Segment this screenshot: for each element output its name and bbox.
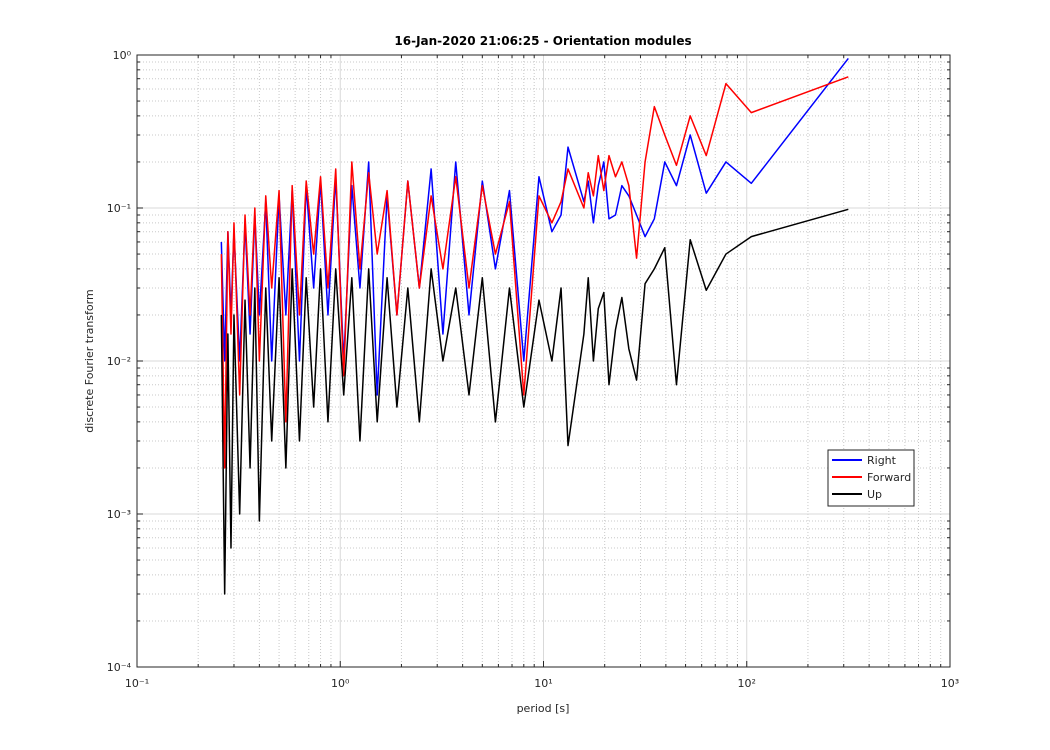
legend-label: Up xyxy=(867,488,882,501)
y-tick-label: 10⁰ xyxy=(113,49,132,62)
y-tick-label: 10⁻¹ xyxy=(107,202,131,215)
legend: Right Forward Up xyxy=(827,449,915,507)
grid xyxy=(136,54,951,668)
lines xyxy=(220,57,849,595)
y-tick-label: 10⁻³ xyxy=(107,508,131,521)
series-line xyxy=(220,76,849,469)
x-tick-label: 10¹ xyxy=(534,677,552,690)
series-line xyxy=(220,208,849,595)
legend-label: Forward xyxy=(867,471,911,484)
y-tick-label: 10⁻² xyxy=(107,355,131,368)
x-axis-label: period [s] xyxy=(517,702,570,715)
legend-label: Right xyxy=(867,454,897,467)
ticks: 10⁻¹ 10⁰ 10¹ 10² 10³ 10⁻⁴ 10⁻³ 10⁻² 10⁻¹ 10⁰ xyxy=(107,49,959,690)
x-tick-label: 10³ xyxy=(941,677,959,690)
chart-title: 16-Jan-2020 21:06:25 - Orientation modul… xyxy=(394,34,691,48)
y-tick-label: 10⁻⁴ xyxy=(107,661,132,674)
x-tick-label: 10² xyxy=(738,677,756,690)
y-axis-label: discrete Fourier transform xyxy=(83,289,96,432)
x-tick-label: 10⁻¹ xyxy=(125,677,149,690)
x-tick-label: 10⁰ xyxy=(331,677,350,690)
